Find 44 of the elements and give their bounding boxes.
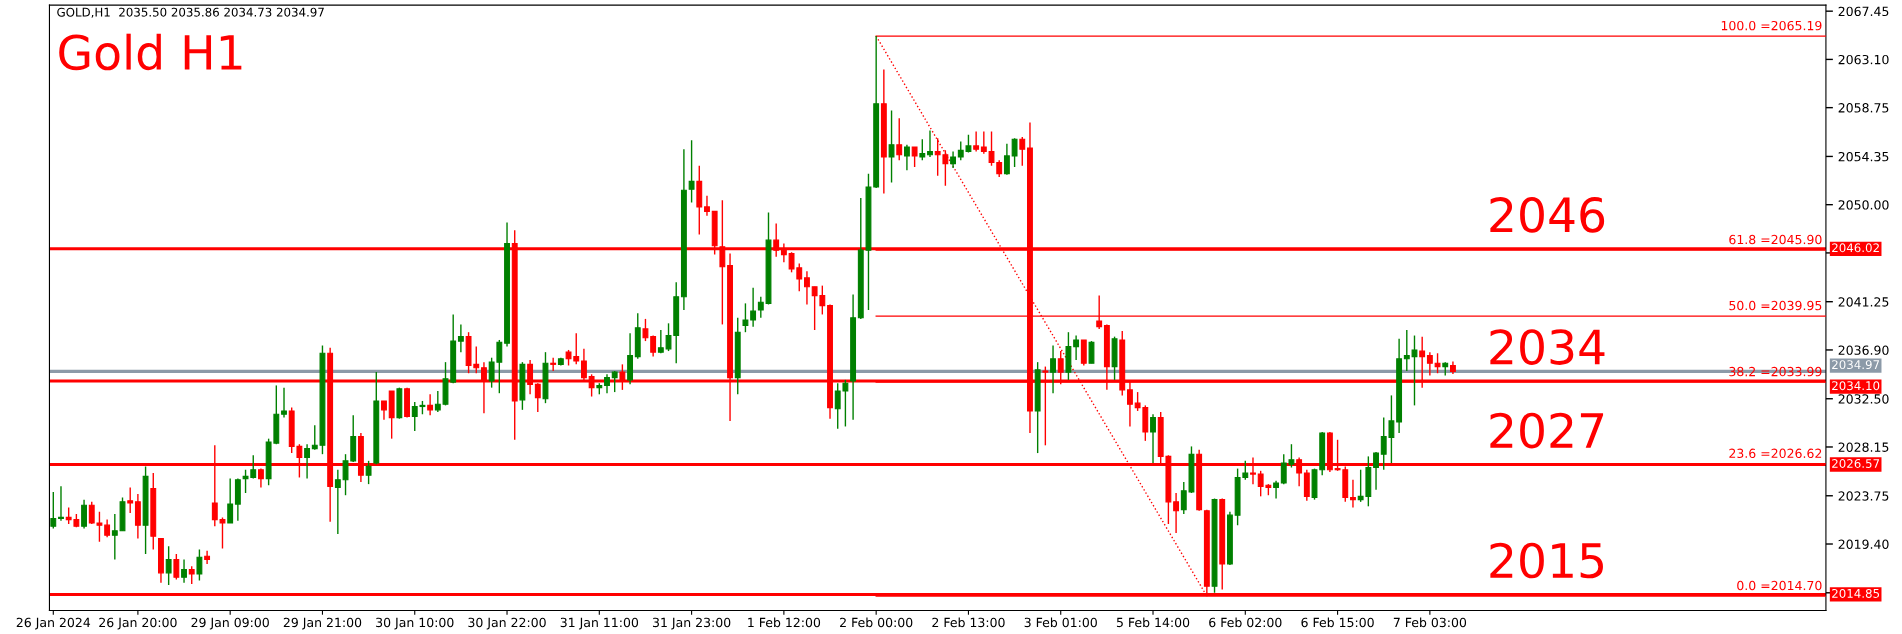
y-tick-label: 2063.10 [1838,54,1889,65]
y-tick-label: 2054.35 [1838,151,1889,162]
x-tick-label: 26 Jan 20:00 [99,617,177,630]
ref-line-label: 2034.10 [1832,381,1880,391]
y-tick-label: 2050.00 [1838,200,1889,210]
ref-line-label: 0.0 =2014.70 [1737,580,1822,591]
annotation: 2015 [1490,542,1603,579]
x-tick-label: 5 Feb 14:00 [1116,617,1190,628]
y-tick-label: 2041.25 [1838,297,1889,307]
ref-line-label: 38.2 =2033.99 [1729,366,1822,377]
ref-line-label: 61.8 =2045.90 [1729,234,1822,245]
x-tick-label: 30 Jan 10:00 [376,617,454,630]
ref-line-label: 2014.85 [1832,588,1880,598]
y-tick-label: 2028.15 [1838,442,1889,452]
ref-line-label: 50.0 =2039.95 [1729,300,1822,311]
x-tick-label: 6 Feb 15:00 [1301,617,1374,628]
x-tick-label: 6 Feb 02:00 [1209,617,1282,628]
annotation: 2034 [1490,329,1605,365]
y-tick-label: 2019.40 [1838,539,1889,549]
y-tick-label: 2067.45 [1838,6,1889,17]
chart-subtitle: GOLD,H1 2035.50 2035.86 2034.73 2034.97 [57,7,324,18]
x-tick-label: 7 Feb 03:00 [1393,617,1467,628]
y-tick-label: 2036.90 [1838,345,1889,355]
annotation: 2046 [1490,197,1605,233]
x-tick-label: 3 Feb 01:00 [1024,617,1097,628]
x-tick-label: 29 Jan 09:00 [191,617,269,630]
y-tick-label: 2032.50 [1838,394,1889,404]
ref-line-label: 2046.02 [1832,243,1879,253]
y-tick-label: 2058.75 [1838,103,1889,113]
x-tick-label: 30 Jan 22:00 [468,617,546,630]
chart-title: Gold H1 [59,33,242,71]
x-tick-label: 26 Jan 2024 [16,617,91,630]
x-tick-label: 2 Feb 00:00 [840,617,913,628]
x-tick-label: 31 Jan 11:00 [560,617,639,630]
x-tick-label: 1 Feb 12:00 [748,617,821,628]
annotation: 2027 [1490,412,1604,449]
ref-line-label: 2034.97 [1832,360,1880,370]
y-tick-label: 2023.75 [1838,491,1889,501]
ref-line-label: 23.6 =2026.62 [1729,448,1822,459]
ref-line-label: 2026.57 [1832,458,1880,468]
ref-line-label: 100.0 =2065.19 [1721,20,1822,31]
x-tick-label: 29 Jan 21:00 [283,617,362,630]
x-tick-label: 2 Feb 13:00 [932,617,1005,628]
x-tick-label: 31 Jan 23:00 [652,617,731,630]
